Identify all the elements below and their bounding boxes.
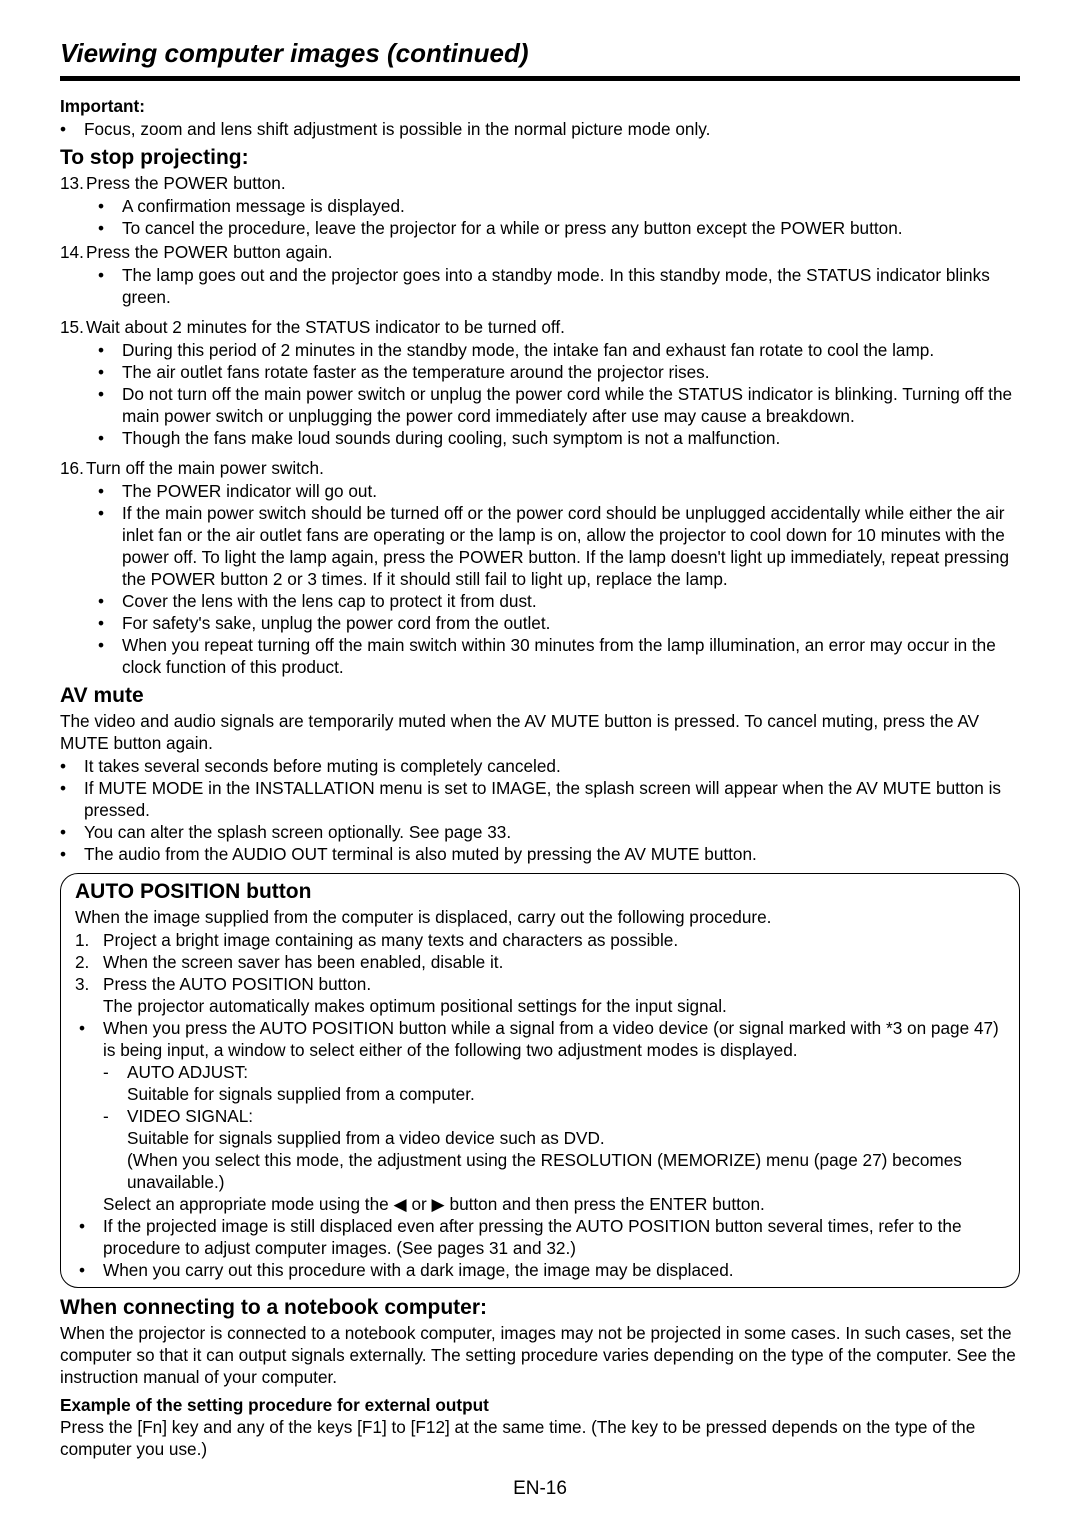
step-16: 16. Turn off the main power switch. <box>60 457 1020 479</box>
list-item: For safety's sake, unplug the power cord… <box>98 612 1020 634</box>
list-item: The air outlet fans rotate faster as the… <box>98 361 1020 383</box>
list-item: Focus, zoom and lens shift adjustment is… <box>60 118 1020 140</box>
auto-position-intro: When the image supplied from the compute… <box>75 906 1005 928</box>
page-title: Viewing computer images (continued) <box>60 38 1020 69</box>
step-num: 15. <box>60 316 86 338</box>
av-mute-heading: AV mute <box>60 684 1020 708</box>
important-bullets: Focus, zoom and lens shift adjustment is… <box>60 118 1020 140</box>
auto-position-ol: 1.Project a bright image containing as m… <box>75 929 1005 995</box>
notebook-heading: When connecting to a notebook computer: <box>60 1296 1020 1320</box>
step-num: 14. <box>60 241 86 263</box>
step-14-bullets: The lamp goes out and the projector goes… <box>60 264 1020 308</box>
step-14: 14. Press the POWER button again. <box>60 241 1020 263</box>
list-item: The audio from the AUDIO OUT terminal is… <box>60 843 1020 865</box>
dash-item: - AUTO ADJUST: Suitable for signals supp… <box>103 1061 1005 1105</box>
list-item: When you repeat turning off the main swi… <box>98 634 1020 678</box>
notebook-example-heading: Example of the setting procedure for ext… <box>60 1394 1020 1416</box>
title-rule <box>60 76 1020 81</box>
av-mute-intro: The video and audio signals are temporar… <box>60 710 1020 754</box>
notebook-example-body: Press the [Fn] key and any of the keys [… <box>60 1416 1020 1460</box>
ol-text: Project a bright image containing as man… <box>103 930 678 950</box>
dash-item: - VIDEO SIGNAL: Suitable for signals sup… <box>103 1105 1005 1193</box>
step-text: Press the POWER button again. <box>86 241 1020 263</box>
step-13: 13. Press the POWER button. <box>60 172 1020 194</box>
ol-text: Press the AUTO POSITION button. <box>103 974 371 994</box>
notebook-body: When the projector is connected to a not… <box>60 1322 1020 1388</box>
step-13-bullets: A confirmation message is displayed. To … <box>60 195 1020 239</box>
dash-title: VIDEO SIGNAL: <box>127 1105 1005 1127</box>
auto-position-dash-list: - AUTO ADJUST: Suitable for signals supp… <box>75 1061 1005 1193</box>
step-text: Turn off the main power switch. <box>86 457 1020 479</box>
step-num: 16. <box>60 457 86 479</box>
dash-desc: Suitable for signals supplied from a vid… <box>127 1127 1005 1193</box>
list-item: 1.Project a bright image containing as m… <box>75 929 1005 951</box>
auto-position-after-ol: The projector automatically makes optimu… <box>75 995 1005 1017</box>
list-item: 3.Press the AUTO POSITION button. <box>75 973 1005 995</box>
auto-position-box: AUTO POSITION button When the image supp… <box>60 873 1020 1287</box>
auto-position-bullets1: When you press the AUTO POSITION button … <box>75 1017 1005 1061</box>
list-item: 2.When the screen saver has been enabled… <box>75 951 1005 973</box>
list-item: Cover the lens with the lens cap to prot… <box>98 590 1020 612</box>
step-text: Wait about 2 minutes for the STATUS indi… <box>86 316 1020 338</box>
list-item: Though the fans make loud sounds during … <box>98 427 1020 449</box>
auto-position-bullets2: If the projected image is still displace… <box>75 1215 1005 1281</box>
list-item: A confirmation message is displayed. <box>98 195 1020 217</box>
dash-desc: Suitable for signals supplied from a com… <box>127 1083 1005 1105</box>
important-heading: Important: <box>60 95 1020 117</box>
step-text: Press the POWER button. <box>86 172 1020 194</box>
list-item: During this period of 2 minutes in the s… <box>98 339 1020 361</box>
list-item: To cancel the procedure, leave the proje… <box>98 217 1020 239</box>
list-item: When you press the AUTO POSITION button … <box>75 1017 1005 1061</box>
list-item: When you carry out this procedure with a… <box>75 1259 1005 1281</box>
list-item: The lamp goes out and the projector goes… <box>98 264 1020 308</box>
list-item: The POWER indicator will go out. <box>98 480 1020 502</box>
page-number: EN-16 <box>0 1478 1080 1500</box>
dash-title: AUTO ADJUST: <box>127 1061 1005 1083</box>
av-mute-bullets: It takes several seconds before muting i… <box>60 755 1020 865</box>
list-item: If MUTE MODE in the INSTALLATION menu is… <box>60 777 1020 821</box>
list-item: If the main power switch should be turne… <box>98 502 1020 590</box>
list-item: If the projected image is still displace… <box>75 1215 1005 1259</box>
list-item: It takes several seconds before muting i… <box>60 755 1020 777</box>
stop-projecting-heading: To stop projecting: <box>60 146 1020 170</box>
step-15-bullets: During this period of 2 minutes in the s… <box>60 339 1020 449</box>
ol-text: When the screen saver has been enabled, … <box>103 952 503 972</box>
auto-position-select-line: Select an appropriate mode using the ◀ o… <box>75 1193 1005 1215</box>
list-item: Do not turn off the main power switch or… <box>98 383 1020 427</box>
auto-position-heading: AUTO POSITION button <box>75 880 1005 904</box>
list-item: You can alter the splash screen optional… <box>60 821 1020 843</box>
step-num: 13. <box>60 172 86 194</box>
step-15: 15. Wait about 2 minutes for the STATUS … <box>60 316 1020 338</box>
step-16-bullets: The POWER indicator will go out. If the … <box>60 480 1020 678</box>
